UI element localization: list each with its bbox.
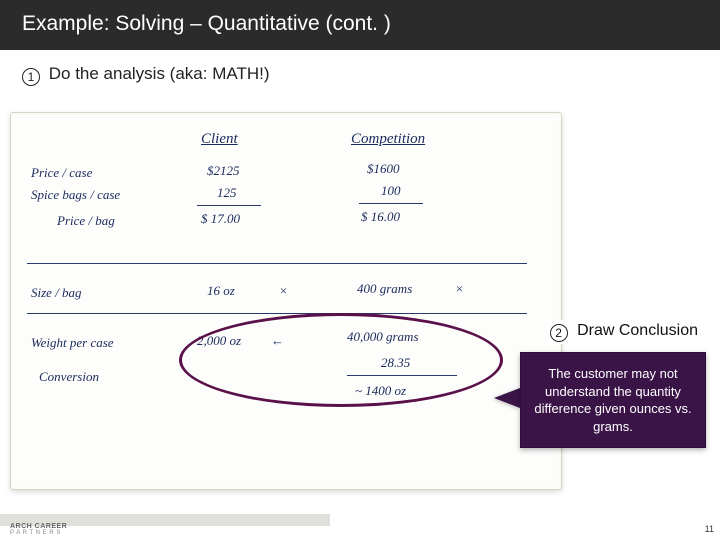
callout-tail <box>494 388 520 408</box>
col-competition: Competition <box>351 131 425 148</box>
mult-2: × <box>455 281 464 297</box>
highlight-ellipse <box>179 313 503 407</box>
logo-bottom: P A R T N E R S <box>10 530 67 536</box>
client-price-case: $2125 <box>207 163 240 179</box>
client-bags-case: 125 <box>217 185 237 201</box>
step-2: 2 Draw Conclusion <box>546 320 702 344</box>
col-client: Client <box>201 131 238 148</box>
footer: ARCH CAREER P A R T N E R S 11 <box>0 512 720 540</box>
label-weight-case: Weight per case <box>31 335 114 351</box>
label-conversion: Conversion <box>39 369 99 385</box>
step-1-text: Do the analysis (aka: MATH!) <box>49 64 270 83</box>
page-number: 11 <box>705 524 714 534</box>
slide-title: Example: Solving – Quantitative (cont. ) <box>22 12 391 35</box>
step-2-text: Draw Conclusion <box>577 322 698 339</box>
notebook: Client Competition Price / case Spice ba… <box>10 112 562 490</box>
comp-price-case: $1600 <box>367 161 400 177</box>
rule-comp-1 <box>359 203 423 204</box>
step-2-number: 2 <box>550 324 568 342</box>
label-size-bag: Size / bag <box>31 285 82 301</box>
step-1-number: 1 <box>22 68 40 86</box>
label-price-bag: Price / bag <box>57 213 115 229</box>
comp-bags-case: 100 <box>381 183 401 199</box>
logo-top: ARCH CAREER <box>10 523 67 530</box>
rule-sep-1 <box>27 263 527 264</box>
comp-price-bag: $ 16.00 <box>361 209 400 225</box>
label-bags-case: Spice bags / case <box>31 187 120 203</box>
slide-title-bar: Example: Solving – Quantitative (cont. ) <box>0 0 720 50</box>
logo: ARCH CAREER P A R T N E R S <box>10 523 67 536</box>
client-size-bag: 16 oz <box>207 283 235 299</box>
mult-1: × <box>279 283 288 299</box>
rule-sep-2 <box>27 313 527 314</box>
step-1: 1 Do the analysis (aka: MATH!) <box>22 64 720 86</box>
rule-client-1 <box>197 205 261 206</box>
client-price-bag: $ 17.00 <box>201 211 240 227</box>
label-price-case: Price / case <box>31 165 92 181</box>
comp-size-bag: 400 grams <box>357 281 412 297</box>
conclusion-callout: The customer may not understand the quan… <box>520 352 706 448</box>
